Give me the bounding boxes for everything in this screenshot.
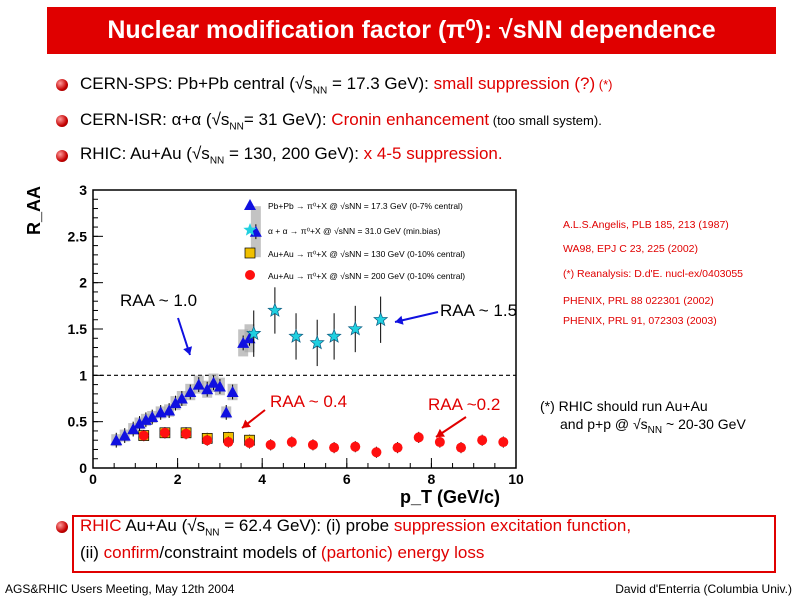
data-point-star (309, 334, 325, 350)
bullet-icon (56, 79, 68, 91)
conclusion-box (72, 515, 776, 573)
x-tick-label: 8 (428, 471, 436, 487)
legend-entry: Au+Au → π⁰+X @ √sNN = 130 GeV (0-10% cen… (268, 249, 465, 259)
legend-entry: Au+Au → π⁰+X @ √sNN = 200 GeV (0-10% cen… (268, 271, 465, 281)
data-point-circle (181, 428, 192, 439)
conclusion-line-1: RHIC Au+Au (√sNN = 62.4 GeV): (i) probe … (80, 516, 632, 539)
data-point-circle (350, 441, 361, 452)
legend-marker (244, 247, 256, 259)
data-point-circle (202, 435, 213, 446)
raa-annotation: RAA ~0.2 (428, 395, 500, 414)
data-point-circle (159, 427, 170, 438)
data-point-triangle (184, 386, 197, 398)
reference-2: WA98, EPJ C 23, 225 (2002) (563, 243, 699, 255)
raa-annotation: RAA ~ 1.0 (120, 291, 197, 310)
data-point-triangle (220, 406, 233, 418)
x-axis-label: p_T (GeV/c) (400, 487, 500, 507)
data-point-triangle (201, 383, 214, 395)
data-point-star (246, 325, 262, 341)
data-point-star (288, 328, 304, 343)
bullet-line-2: CERN-ISR: α+α (√sNN= 31 GeV): Cronin enh… (80, 110, 602, 133)
annotation-arrow-head (395, 315, 404, 325)
data-point-circle (244, 437, 255, 448)
data-point-circle (413, 432, 424, 443)
data-point-triangle (207, 376, 220, 388)
bullet-icon (56, 150, 68, 162)
annotation-arrow-head (242, 419, 251, 428)
data-point-circle (265, 439, 276, 450)
data-point-star (373, 311, 389, 327)
data-point-circle (392, 442, 403, 453)
footer-meeting: AGS&RHIC Users Meeting, May 12th 2004 (5, 582, 235, 596)
y-tick-label: 0.5 (68, 414, 88, 430)
legend-marker (244, 199, 256, 210)
reference-3: (*) Reanalysis: D.d'E. nucl-ex/0403055 (563, 268, 744, 280)
y-tick-label: 1 (79, 367, 87, 383)
legend-marker (243, 223, 257, 236)
slide-title: Nuclear modification factor (π⁰): √sNN d… (47, 7, 776, 54)
raa-annotation: RAA ~ 1.5 (440, 301, 517, 320)
data-point-circle (498, 437, 509, 448)
data-point-triangle (169, 397, 182, 409)
reference-1: A.L.S.Angelis, PLB 185, 213 (1987) (563, 219, 729, 231)
annotation-arrow-head (436, 428, 445, 437)
x-tick-label: 4 (258, 471, 266, 487)
reference-4: PHENIX, PRL 88 022301 (2002) (563, 295, 714, 307)
x-tick-label: 10 (508, 471, 524, 487)
annotation-arrow-head (183, 346, 193, 355)
y-tick-label: 2.5 (68, 228, 88, 244)
plot-frame (92, 189, 517, 469)
x-tick-label: 2 (174, 471, 182, 487)
data-point-circle (477, 435, 488, 446)
data-point-triangle (192, 378, 205, 390)
data-point-triangle (213, 380, 226, 392)
raa-scatter-chart: 0 2 4 6 8 10 0 0.5 1 1.5 2 2.5 3 p_T (GeV/c) R_AA Pb+Pb… (24, 182, 524, 507)
y-axis-label: R_AA (24, 186, 44, 235)
y-tick-label: 0 (79, 460, 87, 476)
legend-entry: α + α → π⁰+X @ √sNN = 31.0 GeV (min.bias… (268, 226, 441, 236)
data-point-circle (286, 437, 297, 448)
data-point-triangle (118, 429, 131, 441)
data-point-triangle (163, 404, 176, 416)
reference-5: PHENIX, PRL 91, 072303 (2003) (563, 315, 717, 327)
data-point-triangle (243, 332, 256, 344)
data-point-star (326, 328, 342, 343)
bullet-icon (56, 115, 68, 127)
rhic-note: (*) RHIC should run Au+Au and p+p @ √sNN… (540, 398, 746, 436)
data-point-triangle (139, 413, 152, 425)
data-point-triangle (226, 386, 239, 398)
data-point-triangle (175, 392, 188, 404)
data-point-star (347, 321, 363, 336)
y-tick-label: 2 (79, 275, 87, 291)
data-point-circle (371, 447, 382, 458)
data-point-triangle (133, 417, 146, 429)
data-point-circle (307, 439, 318, 450)
bullet-line-3: RHIC: Au+Au (√sNN = 130, 200 GeV): x 4-5… (80, 144, 503, 167)
bullet-icon (56, 521, 68, 533)
data-point-triangle (146, 411, 159, 423)
raa-annotation: RAA ~ 0.4 (270, 392, 347, 411)
data-point-circle (223, 437, 234, 448)
data-point-circle (138, 430, 149, 441)
x-tick-label: 6 (343, 471, 351, 487)
data-point-circle (456, 442, 467, 453)
footer-author: David d'Enterria (Columbia Univ.) (615, 582, 792, 596)
y-tick-label: 1.5 (68, 321, 88, 337)
conclusion-line-2: (ii) confirm/constraint models of (parto… (80, 543, 485, 562)
legend-marker (245, 270, 255, 280)
data-point-circle (329, 442, 340, 453)
data-point-triangle (237, 336, 250, 348)
data-point-star (267, 302, 283, 317)
y-tick-label: 3 (79, 182, 87, 198)
data-point-circle (434, 437, 445, 448)
legend-entry: Pb+Pb → π⁰+X @ √sNN = 17.3 GeV (0-7% cen… (268, 201, 463, 211)
bullet-line-1: CERN-SPS: Pb+Pb central (√sNN = 17.3 GeV… (80, 74, 613, 97)
data-point-triangle (127, 423, 140, 435)
x-tick-label: 0 (89, 471, 97, 487)
data-point-triangle (110, 434, 123, 446)
